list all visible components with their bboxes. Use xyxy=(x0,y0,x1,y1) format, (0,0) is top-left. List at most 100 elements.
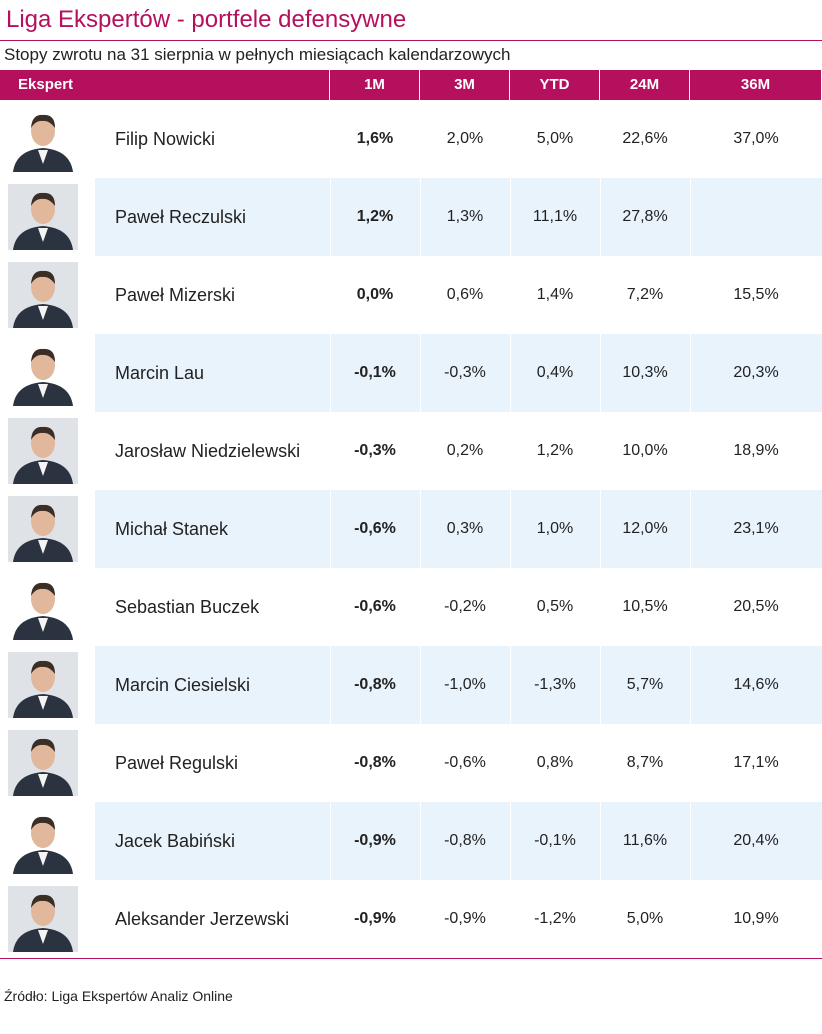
return-value: 2,0% xyxy=(446,130,484,147)
photo-shirt xyxy=(38,384,48,398)
return-value: 15,5% xyxy=(733,286,779,303)
subtitle: Stopy zwrotu na 31 sierpnia w pełnych mi… xyxy=(4,45,511,64)
expert-photo xyxy=(8,652,78,718)
expert-photo xyxy=(8,886,78,952)
column-divider xyxy=(690,334,691,412)
column-divider xyxy=(690,802,691,880)
photo-shirt xyxy=(38,150,48,164)
photo-head xyxy=(31,662,55,692)
row-background xyxy=(95,802,822,880)
column-divider xyxy=(330,802,331,880)
return-value: -1,3% xyxy=(534,676,576,693)
photo-head xyxy=(31,116,55,146)
column-divider xyxy=(510,802,511,880)
return-value: 10,5% xyxy=(622,598,668,615)
photo-shirt xyxy=(38,774,48,788)
photo-hair xyxy=(31,348,55,362)
column-divider xyxy=(600,802,601,880)
return-value: -0,6% xyxy=(354,598,396,615)
column-divider xyxy=(600,646,601,724)
return-value: 5,7% xyxy=(626,676,664,693)
column-divider xyxy=(690,178,691,256)
column-divider xyxy=(330,490,331,568)
return-value: 12,0% xyxy=(622,520,668,537)
return-value: 17,1% xyxy=(733,754,779,771)
column-divider xyxy=(600,490,601,568)
return-value: -0,1% xyxy=(354,364,396,381)
expert-name: Michał Stanek xyxy=(115,519,229,539)
return-value: -0,8% xyxy=(354,754,396,771)
photo-shirt xyxy=(38,852,48,866)
photo-hair xyxy=(31,582,55,596)
photo-hair xyxy=(31,738,55,752)
return-value: -0,8% xyxy=(354,676,396,693)
expert-name: Jacek Babiński xyxy=(115,831,236,851)
photo-head xyxy=(31,896,55,926)
expert-photo xyxy=(8,262,78,328)
return-value: 1,3% xyxy=(446,208,484,225)
return-value: 0,3% xyxy=(446,520,484,537)
return-value: 0,2% xyxy=(446,442,484,459)
return-value: 18,9% xyxy=(733,442,779,459)
return-value: -0,3% xyxy=(444,364,486,381)
photo-head xyxy=(31,818,55,848)
return-value: -1,0% xyxy=(444,676,486,693)
return-value: 20,5% xyxy=(733,598,779,615)
return-value: 11,6% xyxy=(622,832,668,849)
return-value: 37,0% xyxy=(733,130,779,147)
column-header: 1M xyxy=(330,70,420,100)
return-value: 1,2% xyxy=(536,442,574,459)
column-divider xyxy=(330,178,331,256)
expert-name: Paweł Regulski xyxy=(115,753,239,773)
rule xyxy=(0,958,822,959)
photo-head xyxy=(31,506,55,536)
row-background xyxy=(95,178,822,256)
return-value: 1,6% xyxy=(356,130,394,147)
photo-hair xyxy=(31,660,55,674)
column-divider xyxy=(420,334,421,412)
return-value: -0,9% xyxy=(354,832,396,849)
column-divider xyxy=(330,334,331,412)
expert-name: Filip Nowicki xyxy=(115,129,216,149)
column-divider xyxy=(510,490,511,568)
return-value: -0,6% xyxy=(444,754,486,771)
expert-name: Marcin Lau xyxy=(115,363,205,383)
return-value: -1,2% xyxy=(534,910,576,927)
row-background xyxy=(95,490,822,568)
photo-hair xyxy=(31,816,55,830)
expert-name: Paweł Reczulski xyxy=(115,207,247,227)
photo-shirt xyxy=(38,306,48,320)
column-divider xyxy=(690,490,691,568)
return-value: -0,2% xyxy=(444,598,486,615)
photo-head xyxy=(31,428,55,458)
photo-head xyxy=(31,194,55,224)
return-value: 23,1% xyxy=(733,520,779,537)
return-value: -0,9% xyxy=(354,910,396,927)
photo-hair xyxy=(31,426,55,440)
photo-hair xyxy=(31,894,55,908)
return-value: 5,0% xyxy=(536,130,574,147)
photo-shirt xyxy=(38,540,48,554)
return-value: 1,4% xyxy=(536,286,574,303)
expert-photo xyxy=(8,184,78,250)
photo-hair xyxy=(31,192,55,206)
return-value: -0,9% xyxy=(444,910,486,927)
photo-hair xyxy=(31,504,55,518)
return-value: 0,4% xyxy=(536,364,574,381)
return-value: 27,8% xyxy=(622,208,668,225)
expert-photo xyxy=(8,106,78,172)
column-divider xyxy=(510,178,511,256)
expert-photo xyxy=(8,808,78,874)
title: Liga Ekspertów - portfele defensywne xyxy=(6,6,407,33)
return-value: 5,0% xyxy=(626,910,664,927)
column-divider xyxy=(330,646,331,724)
row-background xyxy=(95,646,822,724)
return-value: 0,6% xyxy=(446,286,484,303)
column-header: 24M xyxy=(600,70,690,100)
expert-photo xyxy=(8,730,78,796)
photo-head xyxy=(31,350,55,380)
column-header: 36M xyxy=(690,70,822,100)
return-value: 0,0% xyxy=(356,286,394,303)
return-value: 11,1% xyxy=(532,208,578,225)
photo-shirt xyxy=(38,462,48,476)
